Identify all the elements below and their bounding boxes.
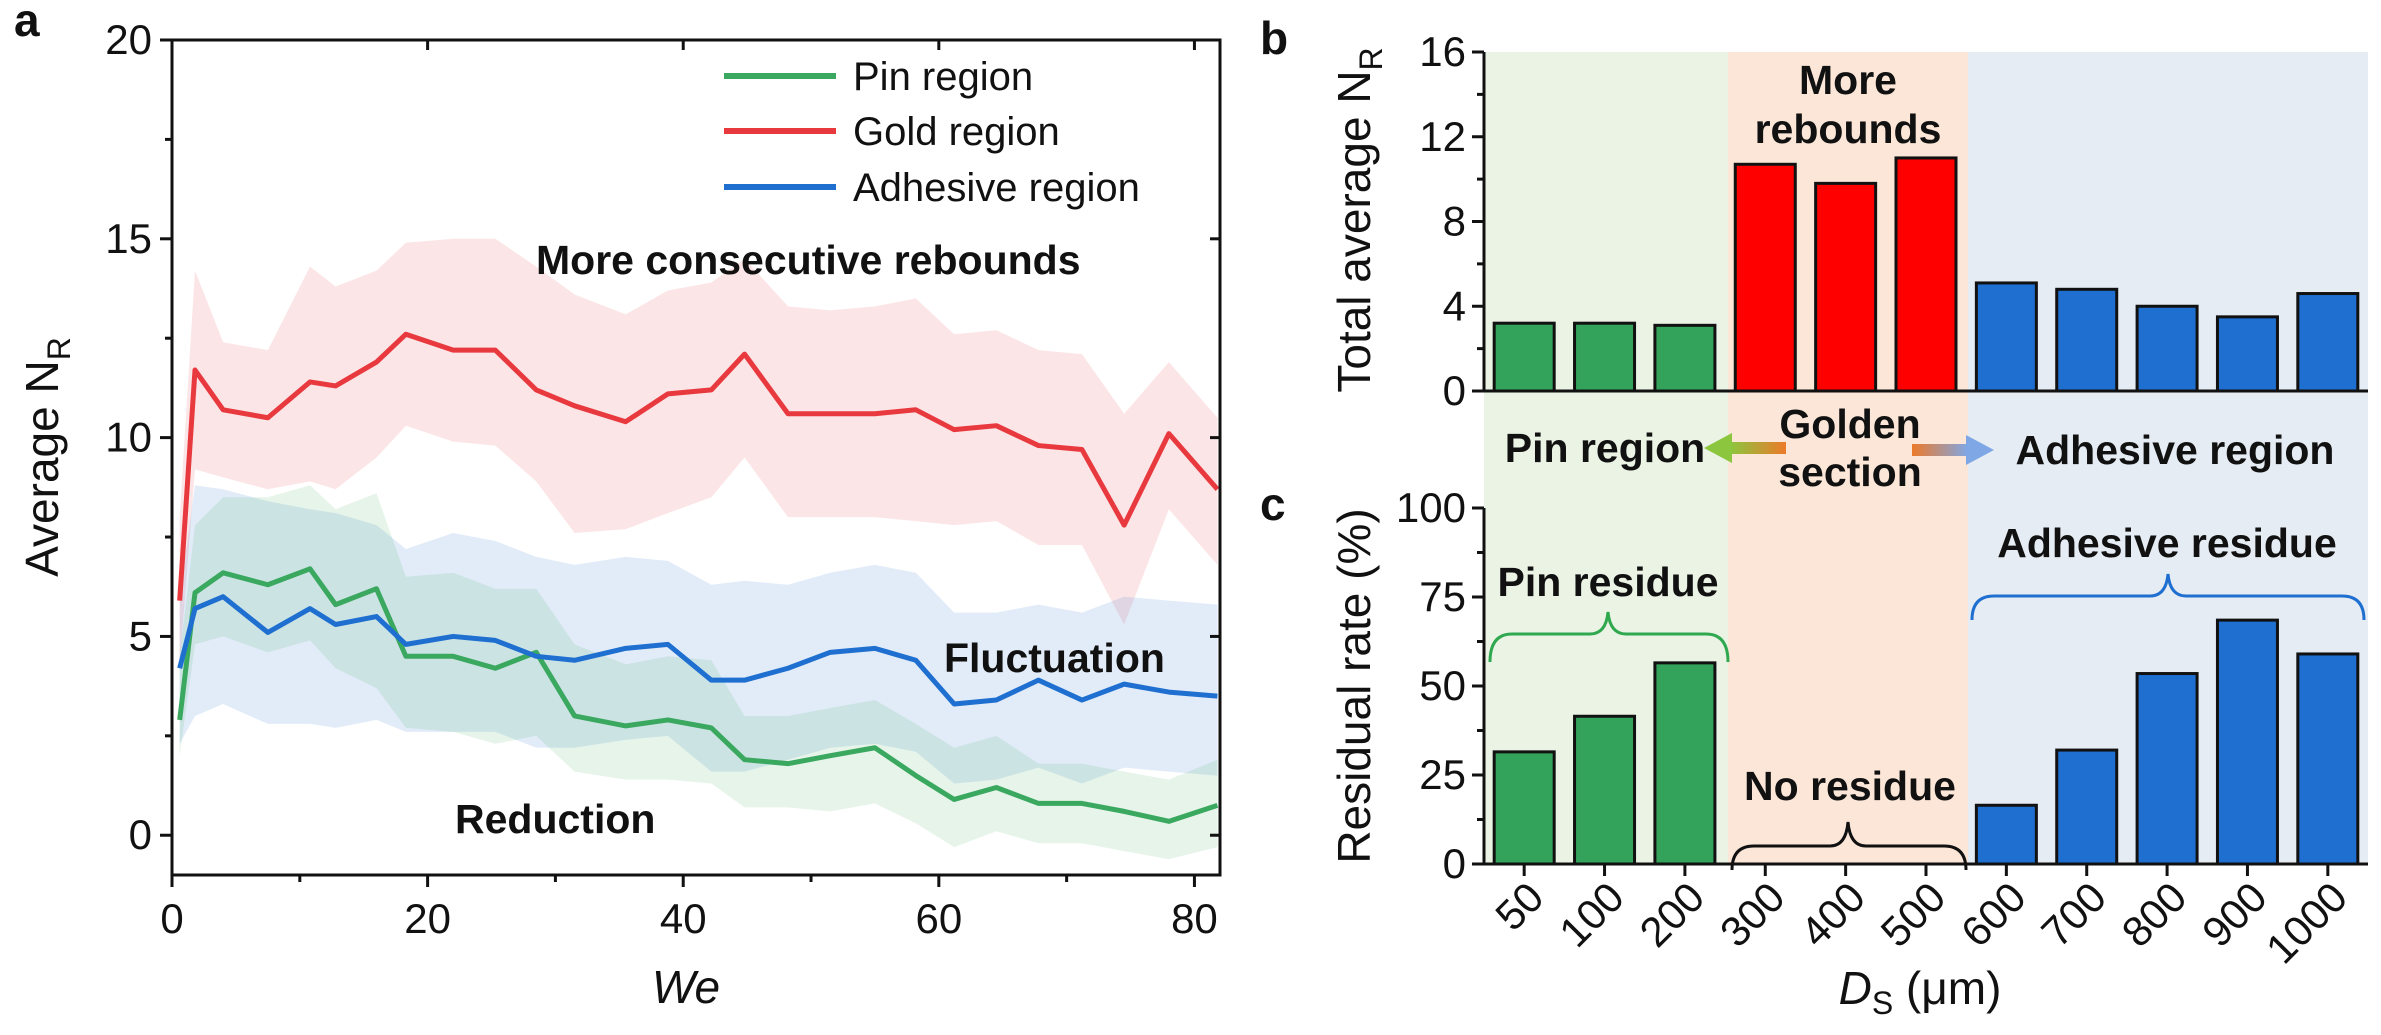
panel-c-bars [1492, 618, 2360, 866]
annotation-rebounds: rebounds [1755, 106, 1942, 152]
panel-b-y-ticks: 0 4 8 12 16 [1419, 28, 1484, 414]
brace-no-residue [1730, 821, 1968, 871]
panel-a-plot-frame [170, 38, 1222, 877]
bar-600 [1974, 803, 2038, 866]
bar-700 [2055, 287, 2119, 393]
annotation-more: More [1799, 57, 1897, 103]
legend-label-gold: Gold region [853, 110, 1060, 154]
y-tick-label: 12 [1419, 113, 1466, 160]
band-adhesive-region [179, 485, 1218, 784]
y-tick-label: 100 [1396, 484, 1466, 531]
panel-b-y-axis-title: Total average NR [1328, 47, 1389, 392]
x-tick-label: 40 [660, 895, 707, 942]
arrow-left-icon [1704, 433, 1786, 463]
legend-label-pin: Pin region [853, 55, 1033, 99]
bar-800 [2135, 672, 2199, 866]
y-tick-label: 75 [1419, 573, 1466, 620]
annotation-adhesive-residue: Adhesive residue [1997, 520, 2337, 566]
label-adhesive-region: Adhesive region [2016, 427, 2335, 473]
panel-c-y-axis-title: Residual rate (%) [1328, 508, 1380, 863]
line-pin-region [177, 566, 1219, 824]
x-tick-label-500: 500 [1872, 873, 1955, 956]
bar-400 [1814, 181, 1878, 393]
panel-b-letter: b [1260, 12, 1288, 64]
bar-500 [1894, 156, 1958, 393]
bar-100 [1573, 321, 1637, 393]
y-tick-label: 8 [1443, 198, 1466, 245]
panel-c-y-ticks: 0 25 50 75 100 [1396, 484, 1484, 887]
region-labels: Pin region Golden section Adhesive regio… [1505, 401, 2335, 495]
annotation-pin-residue: Pin residue [1497, 559, 1718, 605]
y-tick-label: 20 [105, 16, 152, 63]
panel-a-lines [177, 331, 1220, 824]
annotation-fluctuation: Fluctuation [944, 635, 1165, 681]
bar-1000 [2296, 652, 2360, 866]
bar-800 [2135, 304, 2199, 393]
panel-a-legend: Pin region Gold region Adhesive region [724, 55, 1140, 210]
bar-1000 [2296, 292, 2360, 393]
y-tick-label: 4 [1443, 282, 1466, 329]
panel-b-chart: 0 4 8 12 16 More rebounds Total average NR [1328, 28, 2368, 414]
panel-a-x-ticks: 0 20 40 60 80 [160, 40, 1218, 942]
panel-c-x-axis-title: DS (μm) [1839, 962, 2002, 1021]
legend-label-adhesive: Adhesive region [853, 166, 1140, 210]
bar-900 [2215, 315, 2279, 393]
x-tick-label-200: 200 [1630, 873, 1713, 956]
x-tick-label-800: 800 [2113, 873, 2196, 956]
x-tick-label-700: 700 [2032, 873, 2115, 956]
line-gold-region [177, 331, 1220, 601]
panel-c-letter: c [1260, 478, 1286, 530]
x-tick-label: 80 [1171, 895, 1218, 942]
x-tick-label-50: 50 [1486, 873, 1552, 939]
panel-a-y-axis-title: Average NR [16, 337, 77, 577]
x-tick-label: 0 [160, 895, 183, 942]
bar-50 [1492, 750, 1556, 866]
panel-a-letter: a [14, 0, 40, 46]
y-tick-label: 0 [129, 811, 152, 858]
bar-100 [1573, 714, 1637, 866]
line-adhesive-region [177, 594, 1218, 707]
label-pin-region: Pin region [1505, 425, 1705, 471]
y-tick-label: 0 [1443, 840, 1466, 887]
bar-200 [1653, 661, 1717, 866]
bar-600 [1974, 281, 2038, 393]
label-golden: Golden [1779, 401, 1920, 447]
panel-a-bands [179, 238, 1218, 860]
x-tick-label-300: 300 [1711, 873, 1794, 956]
x-tick-label-1000: 1000 [2257, 873, 2356, 972]
x-tick-label-600: 600 [1952, 873, 2035, 956]
bar-900 [2215, 618, 2279, 866]
annotation-more-consecutive-rebounds: More consecutive rebounds [536, 237, 1081, 283]
brace-pin-residue [1488, 611, 1730, 663]
arrow-right-icon [1912, 435, 1994, 465]
x-tick-label: 20 [404, 895, 451, 942]
panel-a-chart: 0 5 10 15 20 0 20 40 60 80 Pin region Gold regio… [16, 16, 1222, 1013]
label-section: section [1778, 449, 1922, 495]
bar-50 [1492, 321, 1556, 393]
annotation-no-residue: No residue [1744, 763, 1956, 809]
y-tick-label: 25 [1419, 751, 1466, 798]
y-tick-label: 50 [1419, 662, 1466, 709]
x-tick-label: 60 [915, 895, 962, 942]
bar-200 [1653, 323, 1717, 393]
x-tick-label-100: 100 [1550, 873, 1633, 956]
annotation-reduction: Reduction [455, 796, 655, 842]
y-tick-label: 5 [129, 612, 152, 659]
brace-adhesive-residue [1970, 573, 2366, 621]
panel-a-x-axis-title: We [652, 961, 720, 1013]
y-tick-label: 10 [105, 414, 152, 461]
y-tick-label: 15 [105, 215, 152, 262]
panel-a-y-ticks: 0 5 10 15 20 [105, 16, 1220, 858]
y-tick-label: 16 [1419, 28, 1466, 75]
bar-700 [2055, 748, 2119, 866]
bar-300 [1733, 162, 1797, 393]
x-tick-label-400: 400 [1791, 873, 1874, 956]
panel-b-bars [1492, 156, 2360, 393]
y-tick-label: 0 [1443, 367, 1466, 414]
